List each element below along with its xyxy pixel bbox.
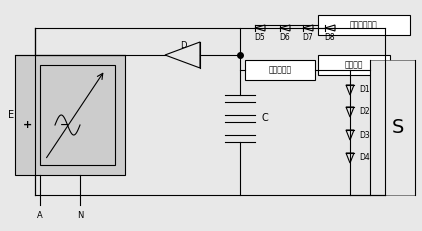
Bar: [318, 15, 410, 35]
Bar: [245, 60, 315, 80]
Text: D1: D1: [360, 85, 371, 94]
Bar: [40, 65, 115, 165]
Bar: [318, 55, 390, 75]
Text: A: A: [37, 210, 43, 219]
Text: N: N: [77, 210, 83, 219]
Text: D: D: [180, 40, 186, 49]
Text: D7: D7: [303, 33, 314, 43]
Text: C: C: [262, 113, 268, 123]
Text: D2: D2: [360, 107, 371, 116]
Text: E: E: [8, 110, 14, 120]
Text: D8: D8: [325, 33, 335, 43]
Text: S: S: [391, 118, 404, 137]
Text: 控制导线: 控制导线: [345, 61, 363, 70]
Text: +: +: [23, 120, 32, 130]
Text: 合闸动力导线: 合闸动力导线: [350, 21, 378, 30]
Text: −: −: [60, 120, 70, 130]
Text: D4: D4: [360, 154, 371, 162]
Bar: [15, 55, 125, 175]
Text: D5: D5: [254, 33, 265, 43]
Text: D6: D6: [280, 33, 290, 43]
Bar: [370, 60, 415, 195]
Text: 硅降压装置: 硅降压装置: [268, 66, 292, 75]
Text: D3: D3: [360, 131, 371, 140]
